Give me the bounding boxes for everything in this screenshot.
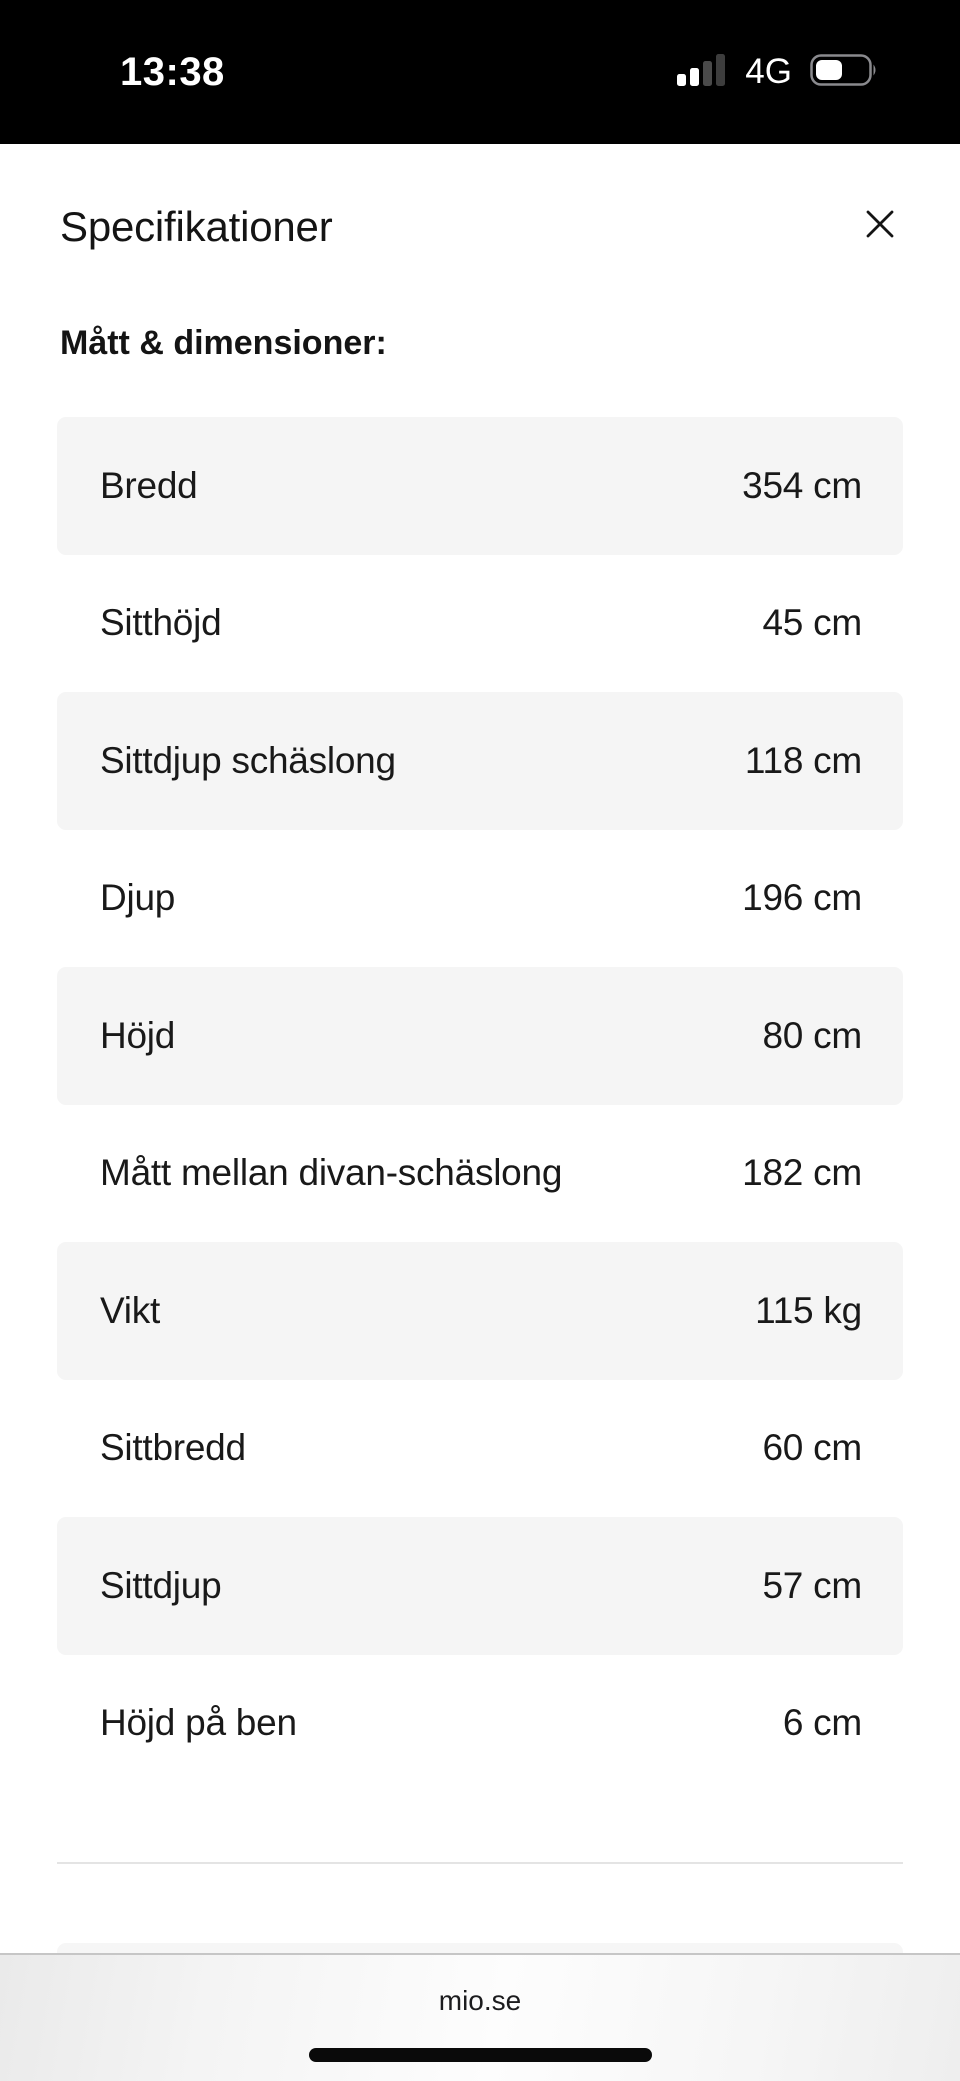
spec-label: Bredd xyxy=(100,464,198,506)
spec-row: Höjd 80 cm xyxy=(57,967,903,1105)
spec-label: Höjd på ben xyxy=(100,1702,297,1744)
section-divider xyxy=(57,1862,903,1864)
spec-label: Sittdjup xyxy=(100,1564,222,1606)
browser-bottom-bar: mio.se xyxy=(0,1953,960,2081)
spec-label: Vikt xyxy=(100,1289,161,1331)
spec-value: 118 cm xyxy=(744,739,862,781)
address-bar-url[interactable]: mio.se xyxy=(438,1985,522,2016)
spec-row: Sittdjup schäslong 118 cm xyxy=(57,692,903,830)
spec-value: 196 cm xyxy=(742,877,862,919)
spec-row: Vikt 115 kg xyxy=(57,1242,903,1380)
spec-row: Höjd på ben 6 cm xyxy=(57,1654,903,1792)
spec-value: 182 cm xyxy=(742,1152,862,1194)
battery-icon xyxy=(810,53,878,91)
close-icon xyxy=(865,209,895,242)
spec-row: Sittdjup 57 cm xyxy=(57,1517,903,1655)
status-time: 13:38 xyxy=(120,49,225,94)
spec-row: Djup 196 cm xyxy=(57,829,903,967)
spec-row: Mått mellan divan-schäslong 182 cm xyxy=(57,1104,903,1242)
spec-row: Sittbredd 60 cm xyxy=(57,1379,903,1517)
status-bar-right-cluster: 4G xyxy=(677,52,878,92)
section-heading: Mått & dimensioner: xyxy=(60,324,387,362)
spec-label: Sitthöjd xyxy=(100,602,222,644)
spec-value: 115 kg xyxy=(755,1289,862,1331)
network-type-label: 4G xyxy=(745,52,792,91)
close-button[interactable] xyxy=(852,197,908,253)
spec-list: Bredd 354 cm Sitthöjd 45 cm Sittdjup sch… xyxy=(57,417,903,1792)
spec-label: Sittbredd xyxy=(100,1427,246,1469)
spec-value: 57 cm xyxy=(762,1564,862,1606)
spec-row: Sitthöjd 45 cm xyxy=(57,554,903,692)
sheet-title: Specifikationer xyxy=(60,203,333,250)
spec-value: 80 cm xyxy=(762,1014,862,1056)
spec-value: 60 cm xyxy=(762,1427,862,1469)
spec-label: Mått mellan divan-schäslong xyxy=(100,1152,563,1194)
home-indicator[interactable] xyxy=(309,2048,652,2062)
spec-label: Djup xyxy=(100,877,176,919)
spec-label: Höjd xyxy=(100,1014,176,1056)
spec-value: 354 cm xyxy=(742,464,862,506)
spec-row: Bredd 354 cm xyxy=(57,417,903,555)
sheet-header: Specifikationer xyxy=(57,203,908,261)
status-bar: 13:38 4G xyxy=(0,0,960,144)
cellular-signal-icon xyxy=(677,53,727,91)
spec-label: Sittdjup schäslong xyxy=(100,739,396,781)
spec-value: 6 cm xyxy=(782,1702,862,1744)
spec-value: 45 cm xyxy=(762,602,862,644)
